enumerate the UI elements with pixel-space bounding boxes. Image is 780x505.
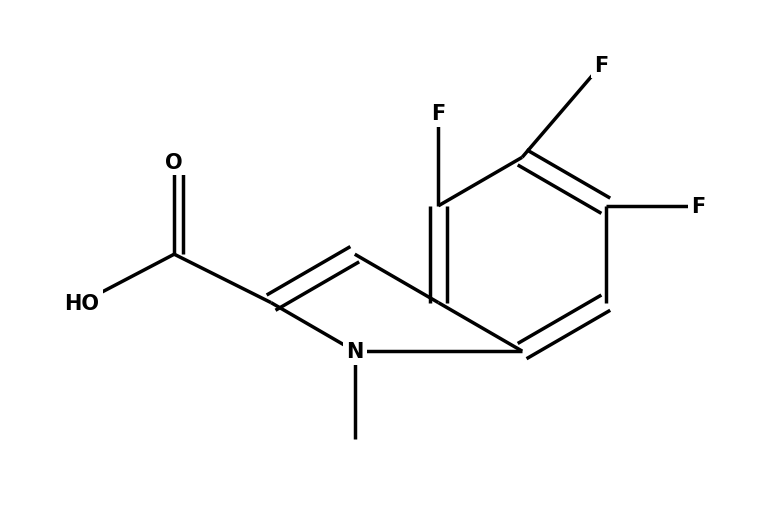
Text: O: O: [165, 153, 183, 172]
Text: F: F: [431, 104, 445, 124]
Text: N: N: [346, 341, 363, 362]
Text: F: F: [691, 196, 705, 216]
Text: HO: HO: [64, 293, 99, 313]
Text: F: F: [594, 56, 608, 76]
